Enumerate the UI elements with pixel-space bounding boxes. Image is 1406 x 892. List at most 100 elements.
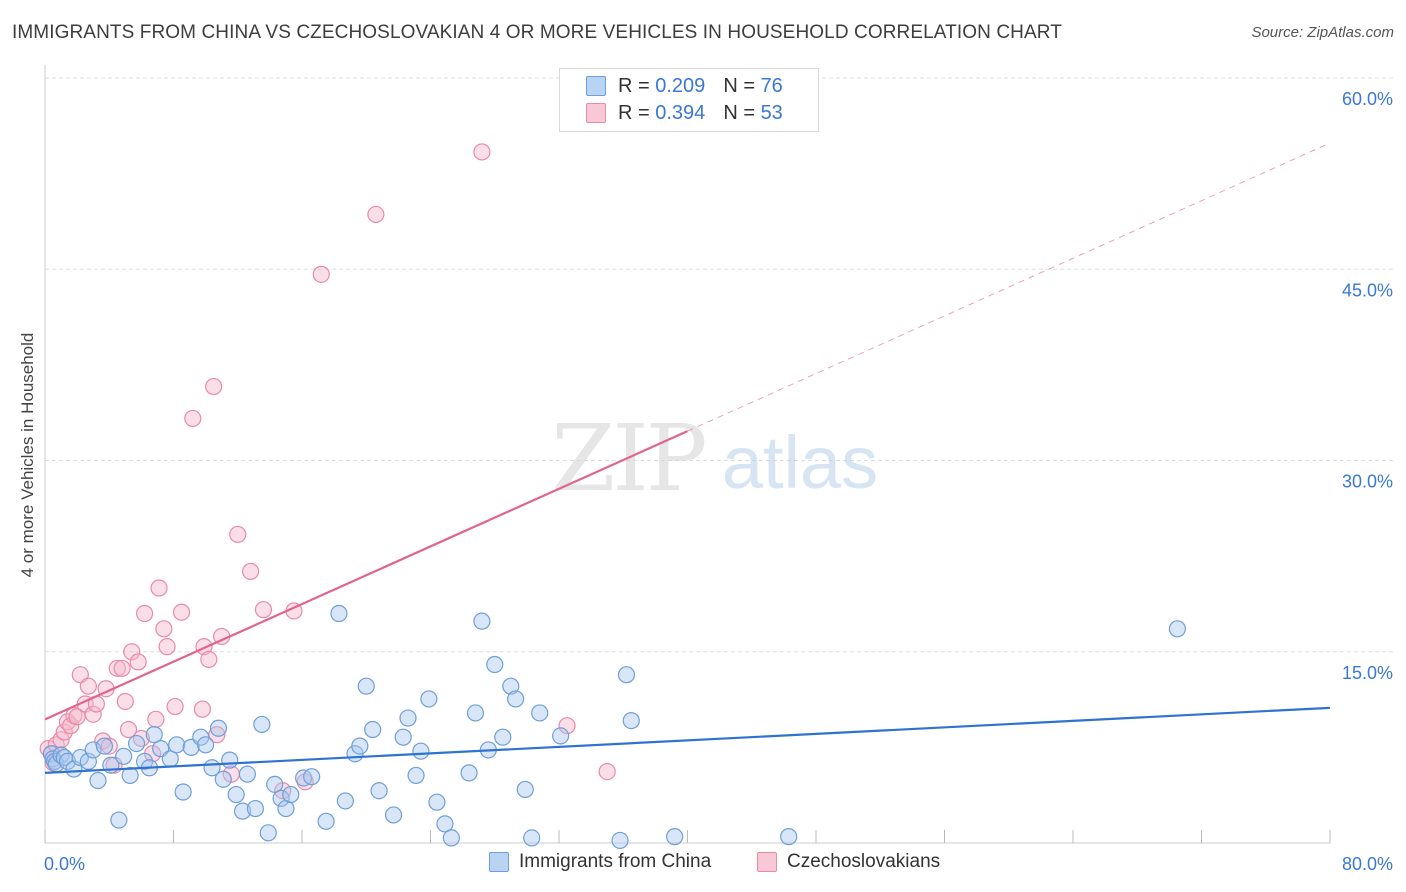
x-tick-label: 80.0% [1342, 854, 1393, 874]
china-point [238, 765, 256, 783]
china-point [197, 736, 215, 754]
legend-n-label: N = [723, 74, 755, 97]
china-point [460, 764, 478, 782]
legend-r-label: R = [618, 74, 650, 97]
czech-point [598, 762, 616, 781]
china-point [227, 785, 245, 804]
czech-point [79, 677, 97, 695]
czech-point [155, 620, 173, 638]
czech-point [113, 659, 131, 677]
czech-trend-line [44, 430, 688, 721]
china-point [330, 604, 348, 623]
chart-title: IMMIGRANTS FROM CHINA VS CZECHOSLOVAKIAN… [12, 22, 1062, 43]
czech-point [193, 700, 212, 718]
czech-point [116, 692, 134, 711]
china-point [502, 677, 520, 695]
czech-point [254, 601, 273, 619]
china-point [552, 727, 570, 745]
y-tick-label: 60.0% [1342, 89, 1393, 109]
china-point [516, 780, 534, 799]
watermark: ZIP atlas [551, 405, 878, 512]
czech-point [119, 720, 138, 739]
czech-point [100, 737, 118, 755]
china-point [399, 709, 417, 727]
czech-point [367, 205, 385, 224]
china-point [317, 812, 335, 830]
china-point [253, 715, 271, 734]
legend-n-value-czech: 53 [760, 101, 783, 124]
czech-point [123, 643, 141, 661]
china-point [221, 751, 239, 769]
china-point [407, 766, 425, 785]
china-point [209, 719, 228, 737]
czech-point [108, 659, 126, 677]
china-point [110, 811, 128, 829]
legend-row-china: R = 0.209 N = 76 [586, 73, 783, 99]
czech-point [200, 650, 218, 669]
czech-point [150, 579, 168, 597]
stats-legend: R = 0.209 N = 76 R = 0.394 N = 53 [559, 68, 819, 132]
china-point [666, 828, 684, 846]
china-point [364, 720, 382, 739]
china-point [507, 690, 525, 708]
china-point [442, 829, 460, 847]
legend-row-czech: R = 0.394 N = 53 [586, 100, 783, 126]
legend-r-label: R = [618, 101, 650, 124]
china-point [115, 747, 133, 765]
bottom-legend-china: Immigrants from China [489, 851, 711, 873]
china-point [473, 612, 491, 630]
china-point [357, 677, 375, 695]
china-point [523, 829, 541, 847]
czech-point [205, 377, 223, 396]
legend-n-label: N = [723, 101, 755, 124]
china-point [336, 792, 354, 810]
china-point [246, 799, 265, 818]
czech-point [62, 717, 80, 735]
bottom-legend-swatch-czech [757, 852, 777, 872]
czech-point [558, 717, 576, 735]
china-point [127, 734, 146, 753]
czech-point [158, 638, 176, 656]
china-point [394, 728, 412, 746]
legend-r-value-china: 0.209 [655, 74, 706, 97]
czech-point [135, 604, 154, 623]
czech-point [55, 723, 73, 741]
trend-lines [44, 142, 1331, 774]
czech-point [172, 603, 191, 621]
watermark-atlas: atlas [722, 421, 878, 504]
czech-point [166, 697, 184, 716]
czech-points [39, 143, 616, 800]
china-point [174, 783, 192, 801]
czech-point [229, 525, 247, 544]
legend-r-value-czech: 0.394 [655, 101, 706, 124]
bottom-legend-czech: Czechoslovakians [757, 851, 940, 873]
china-point [466, 704, 485, 722]
china-point [351, 737, 369, 755]
china-point [436, 815, 454, 833]
china-point [282, 785, 300, 804]
china-point [780, 828, 798, 846]
china-point [89, 771, 107, 790]
bottom-legend-swatch-china [489, 852, 509, 872]
czech-point [242, 562, 260, 581]
china-point [233, 802, 252, 820]
china-point [266, 775, 284, 793]
axis-layer: 15.0% 30.0% 45.0% 60.0% 0.0% 80.0% [44, 65, 1393, 874]
china-point [384, 806, 403, 824]
x-tick-label: 0.0% [44, 854, 85, 874]
china-point [84, 741, 102, 759]
bottom-legend-label-china: Immigrants from China [519, 851, 712, 872]
watermark-zip: ZIP [551, 405, 704, 512]
china-point [71, 748, 89, 767]
y-tick-label: 15.0% [1342, 663, 1393, 683]
czech-point [184, 409, 202, 428]
y-tick-label: 30.0% [1342, 472, 1393, 492]
czech-point [132, 729, 150, 748]
china-point [121, 766, 139, 785]
legend-n-value-china: 76 [760, 74, 783, 97]
czech-point [84, 705, 102, 723]
china-point [1168, 620, 1187, 638]
china-point [420, 690, 438, 708]
czech-point [129, 653, 147, 671]
y-tick-label: 45.0% [1342, 280, 1393, 300]
